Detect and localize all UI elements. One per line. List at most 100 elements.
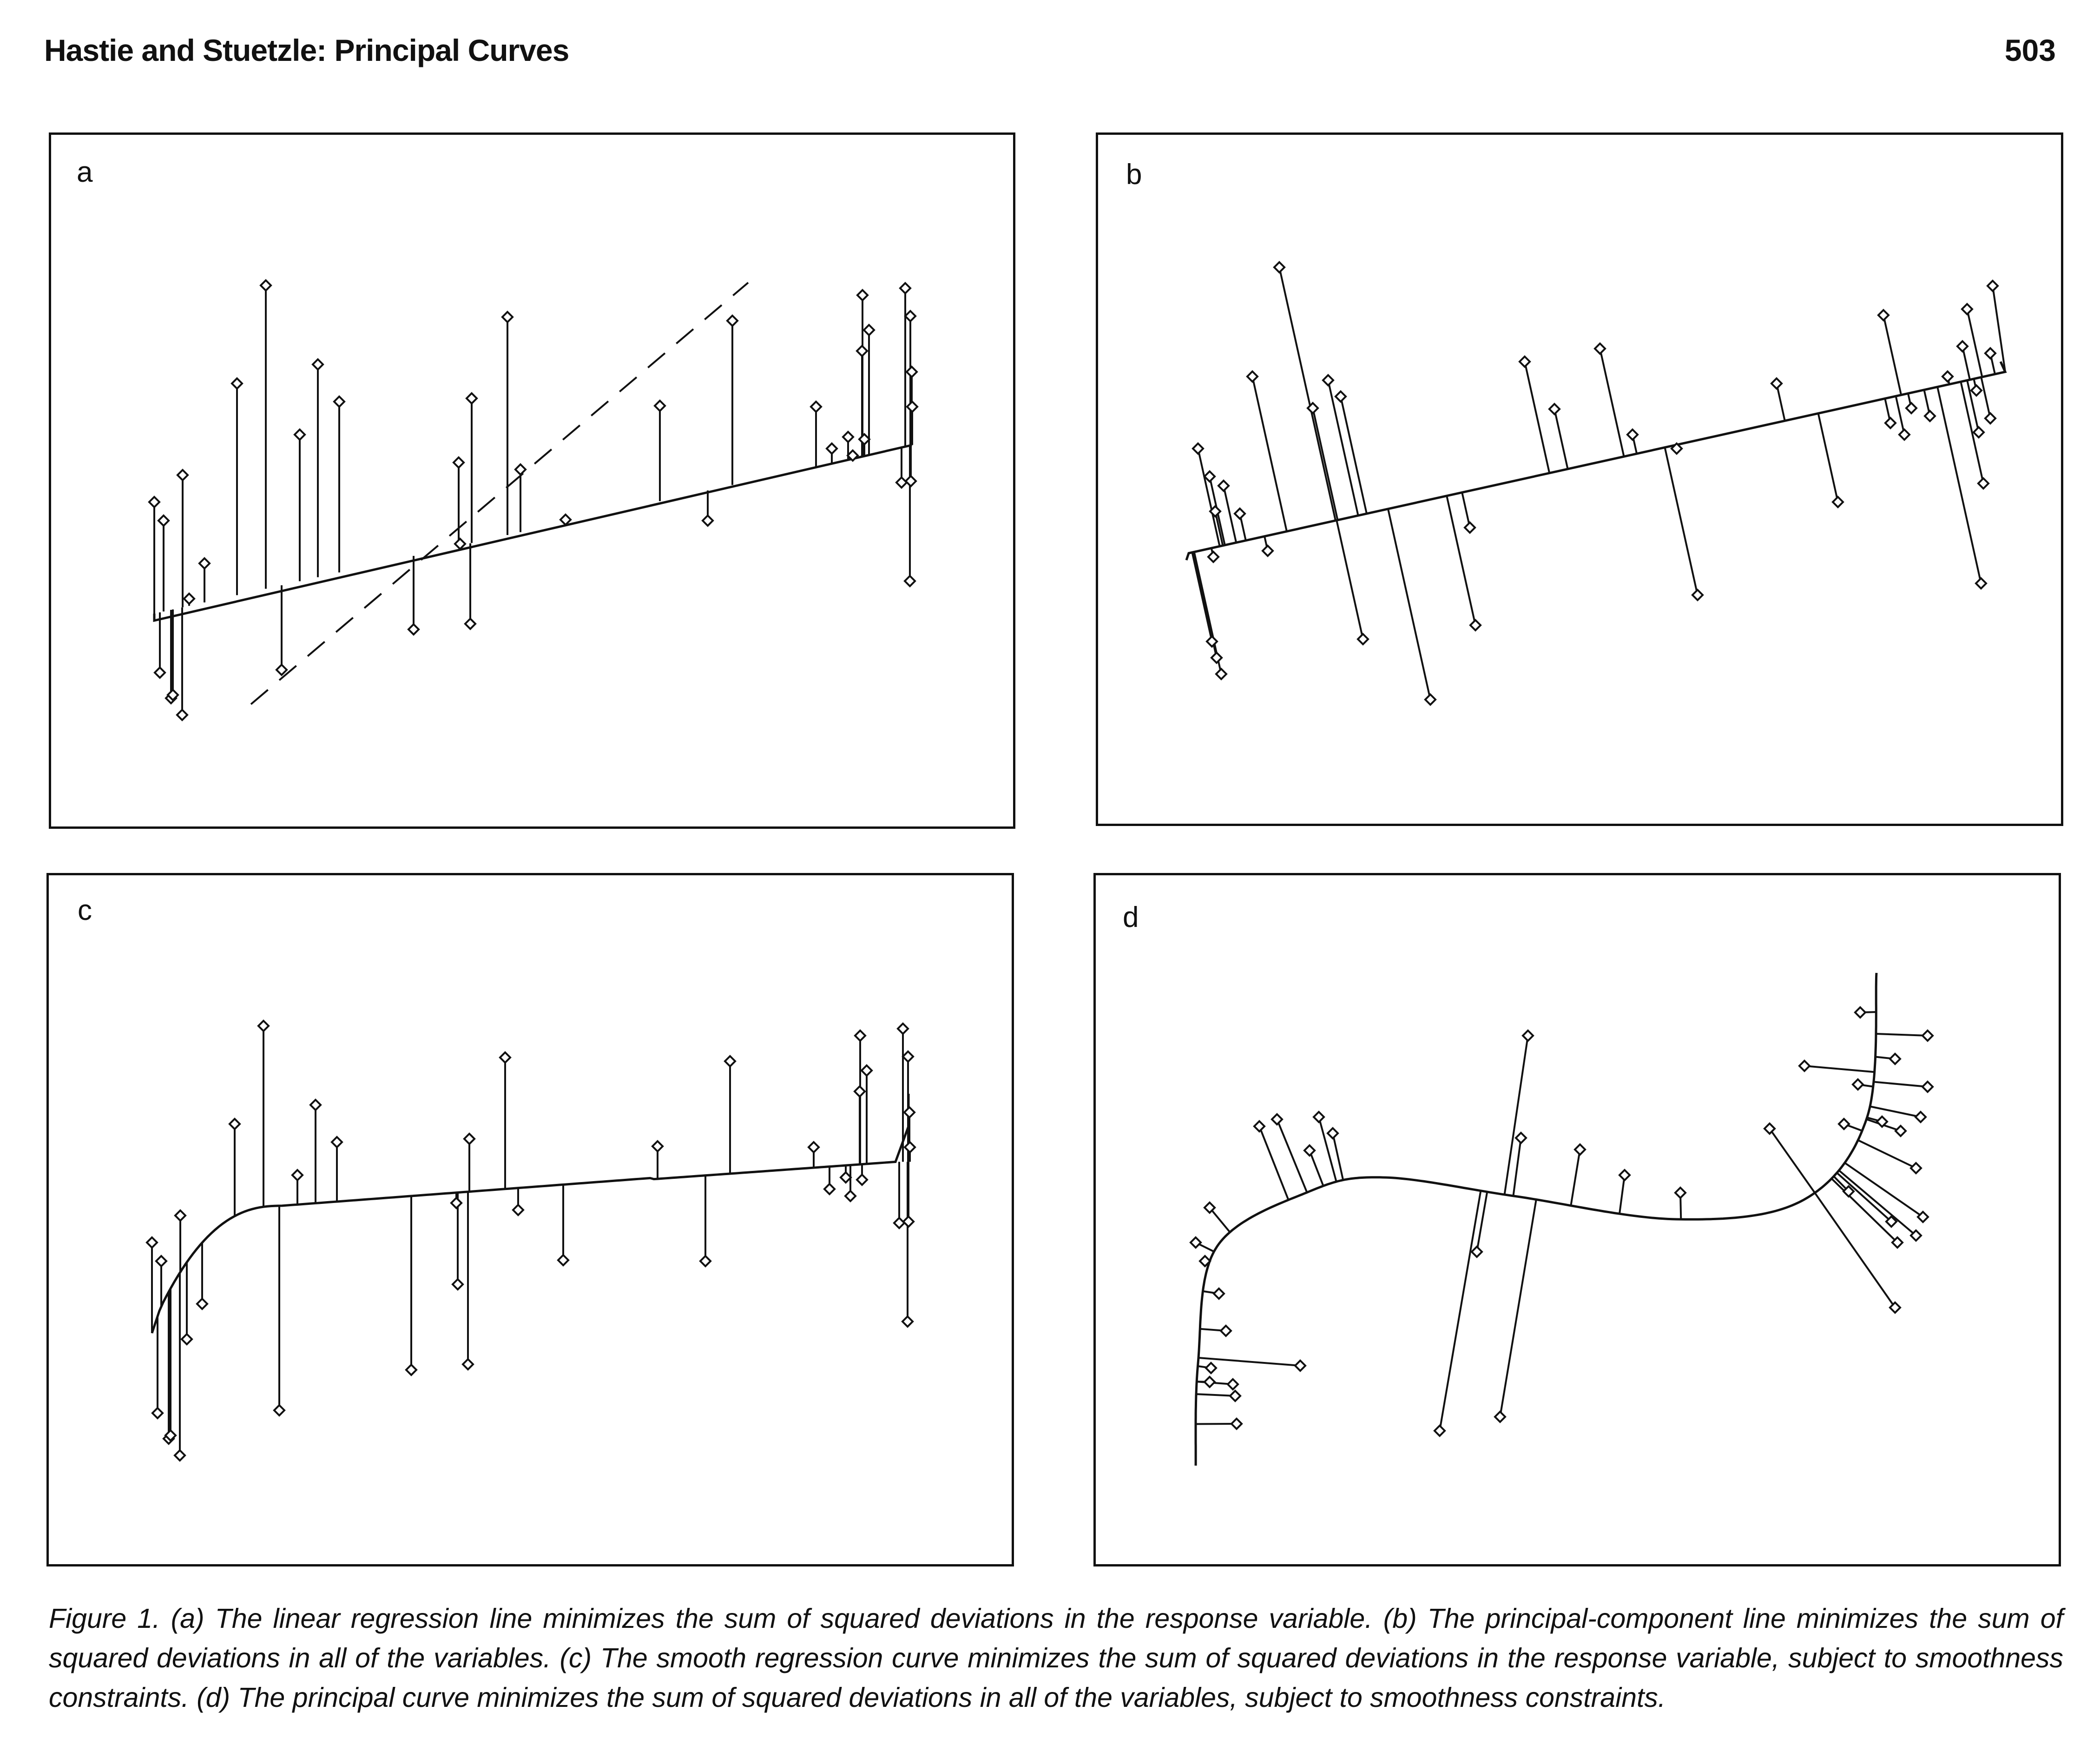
- figure-caption: Figure 1. (a) The linear regression line…: [49, 1603, 2063, 1713]
- panel-d-plot: [1189, 972, 1934, 1466]
- data-point: [1837, 1117, 1850, 1130]
- data-point: [1763, 1122, 1776, 1135]
- data-point: [842, 430, 855, 443]
- data-point: [465, 392, 478, 405]
- data-point: [1798, 1059, 1811, 1072]
- data-point: [1941, 370, 1954, 383]
- data-point: [1889, 1052, 1902, 1065]
- data-point: [155, 1255, 168, 1268]
- data-point: [902, 1215, 915, 1228]
- data-point: [153, 666, 166, 679]
- data-point: [903, 1106, 916, 1119]
- data-point: [651, 1140, 664, 1153]
- panel-b: b: [1096, 132, 2063, 826]
- residual-segment: [1966, 380, 1980, 433]
- data-point: [846, 449, 859, 462]
- data-point: [904, 475, 917, 488]
- data-point: [825, 442, 838, 455]
- data-point: [856, 344, 869, 357]
- panel-c: c: [46, 873, 1014, 1566]
- residual-segment: [1857, 1139, 1916, 1169]
- data-point: [452, 456, 465, 469]
- residual-segment: [1503, 1035, 1529, 1195]
- principal-curve: [1194, 972, 1878, 1466]
- residual-segment: [1936, 386, 1982, 584]
- data-point: [461, 1358, 474, 1371]
- panel-a-label: a: [77, 156, 93, 188]
- residual-segment: [1251, 376, 1288, 532]
- data-point: [1914, 1110, 1927, 1124]
- data-point: [893, 1216, 906, 1229]
- residual-segment: [1209, 1207, 1231, 1233]
- residual-segment: [1336, 520, 1364, 640]
- data-point: [464, 617, 477, 630]
- data-point: [1192, 442, 1205, 455]
- data-point: [145, 1236, 158, 1249]
- residual-segment: [1309, 1150, 1324, 1186]
- data-point: [151, 1407, 164, 1420]
- data-point: [275, 663, 288, 676]
- data-point: [166, 688, 179, 701]
- data-point: [860, 1064, 873, 1077]
- data-point: [291, 1169, 304, 1182]
- data-point: [1884, 416, 1897, 430]
- data-point: [844, 1190, 857, 1203]
- data-point: [164, 1429, 177, 1442]
- data-point: [451, 1278, 464, 1291]
- data-point: [1312, 1110, 1325, 1124]
- data-point: [856, 1173, 869, 1186]
- data-point: [1494, 1410, 1507, 1423]
- data-point: [273, 1404, 286, 1417]
- data-point: [1876, 1115, 1889, 1128]
- data-point: [1770, 377, 1783, 390]
- data-point: [1984, 347, 1997, 360]
- data-point: [1961, 303, 1974, 316]
- residual-segment: [1830, 1178, 1898, 1243]
- data-point: [174, 1209, 187, 1222]
- data-point: [904, 310, 917, 323]
- data-point: [901, 1315, 914, 1328]
- data-point: [1253, 1120, 1266, 1133]
- data-point: [839, 1171, 852, 1184]
- data-point: [1356, 633, 1369, 646]
- residual-segment: [1804, 1065, 1875, 1073]
- data-point: [514, 463, 527, 476]
- residual-segment: [1817, 413, 1839, 502]
- data-point: [1626, 428, 1639, 441]
- data-point: [1854, 1006, 1867, 1019]
- residual-segment: [1554, 409, 1569, 469]
- residual-segment: [1499, 1199, 1537, 1417]
- running-head: Hastie and Stuetzle: Principal Curves: [44, 33, 569, 67]
- data-point: [454, 537, 467, 550]
- data-point: [501, 311, 514, 324]
- data-point: [853, 1085, 866, 1098]
- data-point: [1514, 1131, 1527, 1144]
- data-point: [1851, 1078, 1864, 1091]
- data-point: [1303, 1144, 1316, 1157]
- residual-segment: [1966, 309, 1983, 377]
- panel-b-label: b: [1126, 159, 1142, 191]
- data-point: [1203, 1375, 1216, 1388]
- principal-component-line: [250, 282, 749, 705]
- data-point: [463, 1132, 476, 1145]
- panel-a: a: [49, 132, 1015, 829]
- residual-segment: [1769, 1128, 1816, 1194]
- residual-segment: [1962, 346, 1971, 380]
- data-point: [1986, 279, 1999, 292]
- residual-segment: [1619, 1175, 1626, 1214]
- data-point: [333, 395, 346, 408]
- residual-segment: [1318, 1117, 1337, 1182]
- data-point: [1921, 1029, 1934, 1042]
- data-point: [1226, 1378, 1239, 1391]
- data-point: [1294, 1359, 1307, 1372]
- residual-segment: [1992, 285, 2006, 372]
- data-point: [1548, 403, 1561, 416]
- data-point: [259, 279, 272, 292]
- data-point: [1219, 1324, 1232, 1337]
- data-point: [858, 433, 871, 446]
- data-point: [906, 400, 919, 413]
- data-point: [1230, 1417, 1243, 1430]
- data-point: [1518, 355, 1531, 368]
- data-point: [1210, 651, 1223, 664]
- residual-segment: [1340, 396, 1368, 514]
